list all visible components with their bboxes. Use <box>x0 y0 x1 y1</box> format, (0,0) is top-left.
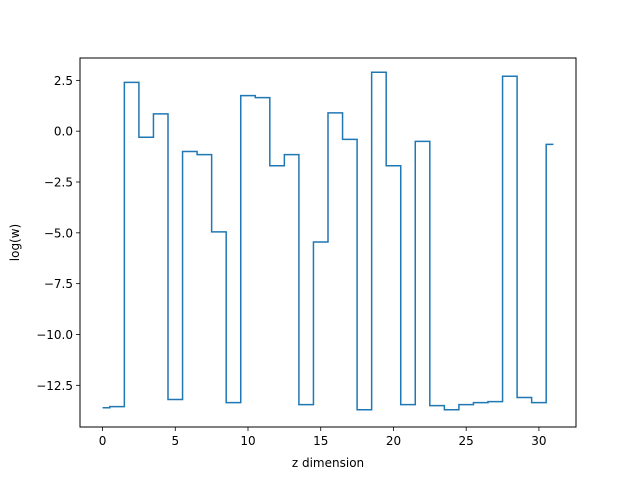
x-tick-label: 5 <box>171 434 179 448</box>
y-tick-label: −2.5 <box>44 176 73 190</box>
x-tick-label: 25 <box>459 434 474 448</box>
x-tick-label: 30 <box>531 434 546 448</box>
y-tick-label: 2.5 <box>54 74 73 88</box>
x-axis: 0 5 10 15 20 25 30 <box>99 427 547 448</box>
series-layer <box>102 71 554 411</box>
series-line-0 <box>102 71 554 411</box>
y-tick-label: −5.0 <box>44 226 73 240</box>
x-axis-label: z dimension <box>292 456 364 470</box>
y-tick-label: 0.0 <box>54 125 73 139</box>
plot-frame <box>79 57 577 428</box>
y-axis-label: log(w) <box>8 224 22 261</box>
y-tick-label: −7.5 <box>44 277 73 291</box>
y-tick-label: −10.0 <box>36 328 73 342</box>
y-axis: 2.5 0.0 −2.5 −5.0 −7.5 −10.0 −12.5 <box>36 74 80 393</box>
x-tick-label: 20 <box>386 434 401 448</box>
y-tick-label: −12.5 <box>36 379 73 393</box>
x-tick-label: 10 <box>240 434 255 448</box>
x-tick-label: 0 <box>99 434 107 448</box>
x-tick-label: 15 <box>313 434 328 448</box>
